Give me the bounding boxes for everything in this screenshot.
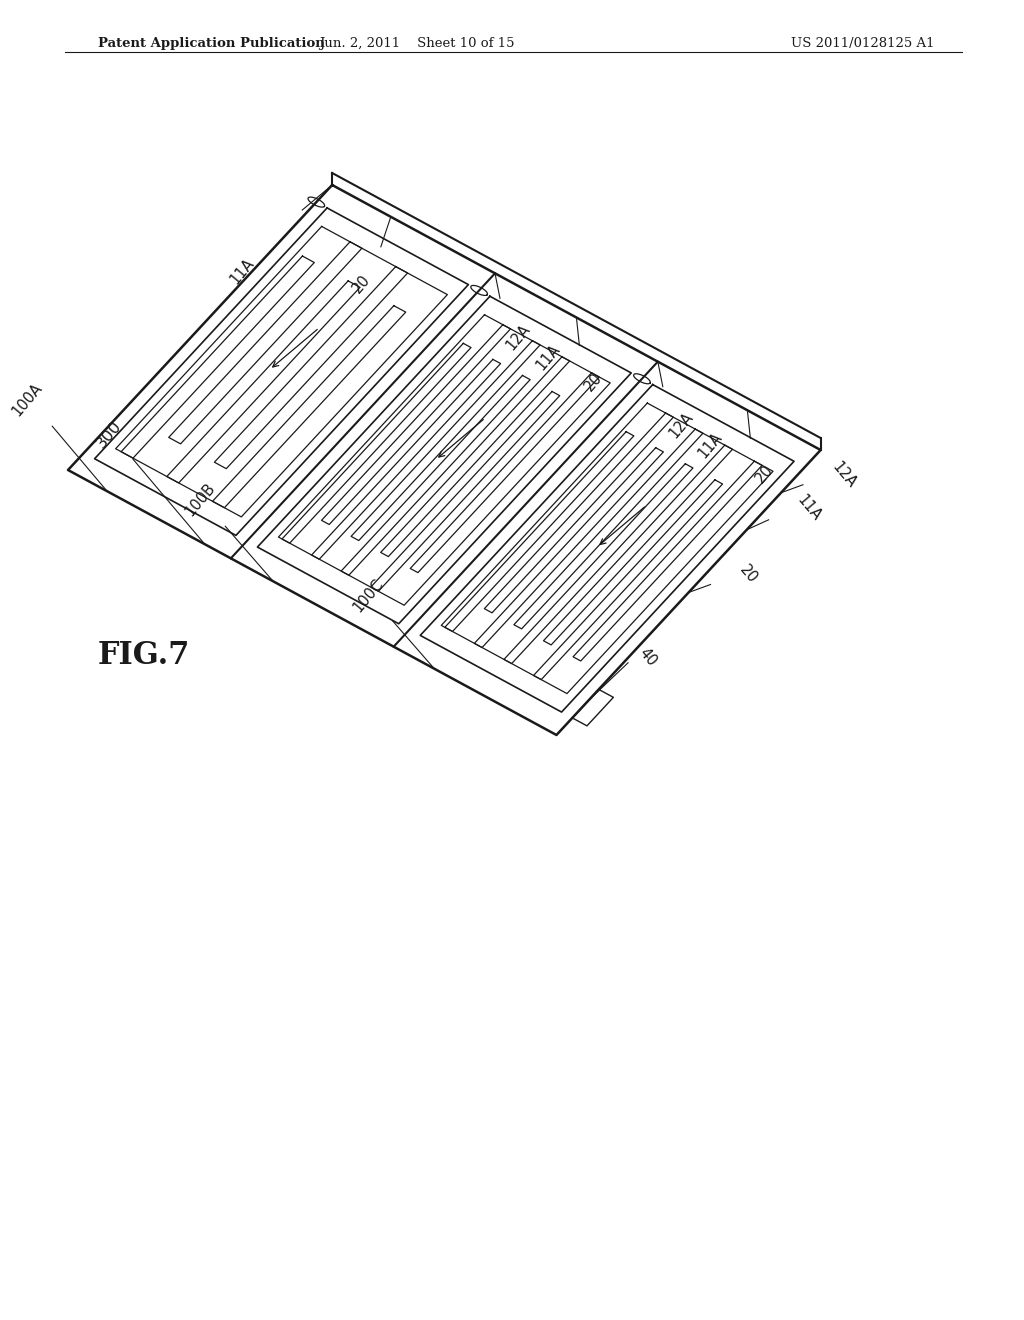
Text: Jun. 2, 2011    Sheet 10 of 15: Jun. 2, 2011 Sheet 10 of 15 — [319, 37, 515, 50]
Text: 12A: 12A — [503, 321, 532, 352]
Text: 12A: 12A — [828, 459, 859, 491]
Text: 300: 300 — [94, 418, 125, 451]
Text: FIG.7: FIG.7 — [98, 639, 190, 671]
Text: 20: 20 — [582, 370, 605, 393]
Text: 12A: 12A — [666, 409, 695, 441]
Text: 100A: 100A — [9, 380, 45, 420]
Text: 40: 40 — [636, 645, 659, 669]
Text: 100B: 100B — [182, 480, 218, 519]
Text: 11A: 11A — [695, 430, 726, 461]
Text: 100C: 100C — [350, 576, 386, 615]
Text: 11A: 11A — [227, 255, 257, 286]
Text: 11A: 11A — [532, 342, 563, 372]
Text: 11A: 11A — [795, 492, 824, 524]
Text: US 2011/0128125 A1: US 2011/0128125 A1 — [791, 37, 934, 50]
Text: 20: 20 — [753, 462, 776, 486]
Text: 20: 20 — [349, 272, 373, 296]
Text: Patent Application Publication: Patent Application Publication — [98, 37, 325, 50]
Text: 20: 20 — [736, 562, 760, 586]
